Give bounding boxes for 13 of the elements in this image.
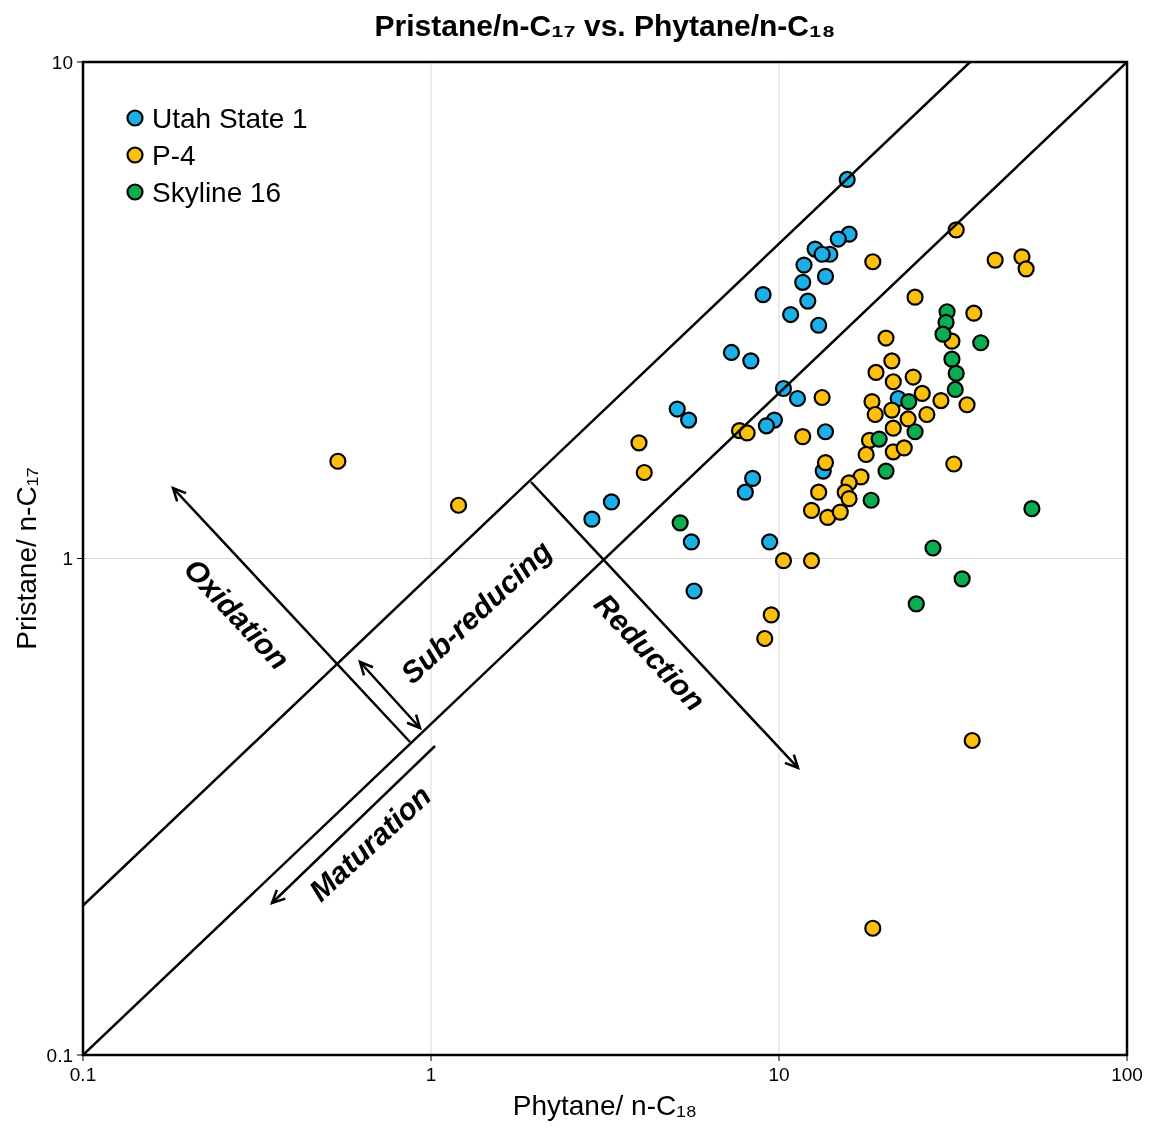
- x-axis-title: Phytane/ n-C₁₈: [512, 1090, 698, 1121]
- y-tick-label: 10: [51, 51, 73, 73]
- legend-label: Utah State 1: [152, 102, 308, 134]
- y-tick-label: 0.1: [46, 1044, 73, 1066]
- legend-label: P-4: [152, 139, 196, 171]
- chart-title: Pristane/n-C₁₇ vs. Phytane/n-C₁₈: [374, 9, 836, 42]
- x-tick-label: 1: [425, 1064, 437, 1085]
- y-tick-label: 1: [62, 548, 73, 570]
- legend-label: Skyline 16: [152, 176, 282, 208]
- x-tick-label: 100: [1111, 1064, 1143, 1085]
- y-axis-title: Pristane/ n-C₁₇: [11, 467, 42, 650]
- x-tick-label: 10: [768, 1064, 790, 1085]
- x-tick-label: 0.1: [69, 1064, 97, 1085]
